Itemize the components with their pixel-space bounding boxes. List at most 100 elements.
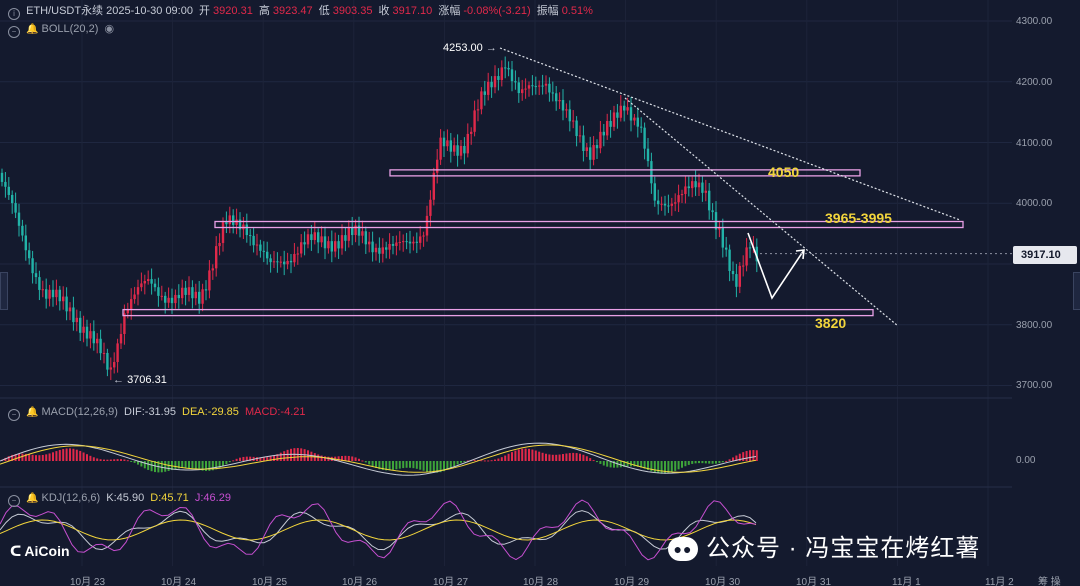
low-mark: ← 3706.31 — [113, 374, 167, 386]
candle-body — [347, 227, 350, 241]
macd-bar — [194, 461, 197, 470]
candle-body — [735, 274, 738, 287]
candle-body — [493, 76, 497, 88]
macd-bell-icon[interactable]: 🔔 — [26, 407, 39, 418]
macd-bar — [721, 461, 724, 463]
macd-bar — [582, 454, 585, 461]
candle-body — [136, 287, 140, 295]
macd-dea: DEA:-29.85 — [182, 406, 239, 418]
candle-body — [395, 242, 398, 246]
kdj-collapse-icon[interactable]: − — [8, 495, 20, 507]
candle-body — [293, 253, 296, 263]
annotation-4050: 4050 — [768, 164, 800, 180]
candle-body — [296, 253, 299, 255]
macd-bar — [487, 460, 490, 462]
high-value: 3923.47 — [272, 5, 313, 17]
left-scroll-handle[interactable] — [0, 272, 8, 310]
macd-bar — [55, 451, 58, 461]
macd-bar — [351, 456, 354, 461]
candle-body — [306, 234, 310, 245]
bell-icon[interactable]: 🔔 — [26, 24, 39, 35]
macd-bar — [745, 450, 748, 461]
candle-body — [184, 287, 187, 295]
candle-body — [272, 261, 276, 263]
candle-body — [436, 159, 439, 173]
candle-body — [317, 232, 320, 243]
macd-bar — [242, 456, 245, 461]
collapse-icon[interactable]: − — [8, 26, 20, 38]
right-scroll-handle[interactable] — [1073, 272, 1080, 310]
candle-body — [507, 67, 510, 70]
kdj-d-line — [0, 519, 757, 541]
eye-icon[interactable]: ◉ — [104, 23, 115, 35]
candle-body — [340, 235, 344, 249]
macd-bar — [266, 457, 269, 461]
x-tick-1027: 10月 27 — [433, 577, 469, 586]
candle-body — [130, 299, 133, 309]
x-tick-1102: 11月 2 — [985, 577, 1014, 586]
macd-bar — [619, 461, 622, 468]
y-tick-4100: 4100.00 — [1016, 138, 1053, 149]
candle-body — [334, 241, 337, 252]
macd-bar — [497, 458, 500, 461]
macd-bar — [208, 461, 211, 471]
macd-bar — [154, 461, 156, 473]
candle-body — [351, 227, 354, 236]
macd-bar — [215, 461, 218, 470]
macd-bar — [650, 461, 653, 472]
candle-body — [310, 234, 313, 241]
candle-body — [405, 241, 408, 243]
info-icon[interactable]: i — [8, 8, 20, 20]
macd-bar — [205, 461, 207, 471]
macd-bar — [344, 455, 347, 461]
candle-body — [711, 210, 714, 213]
macd-bar — [664, 461, 666, 474]
macd-collapse-icon[interactable]: − — [8, 409, 20, 421]
candle-body — [92, 331, 95, 344]
candle-body — [551, 92, 554, 94]
macd-bar — [551, 454, 554, 461]
candle-body — [657, 200, 660, 205]
macd-bar — [647, 461, 649, 470]
candle-body — [313, 232, 316, 241]
candle-body — [422, 235, 425, 237]
candle-body — [85, 326, 89, 339]
macd-bar — [273, 455, 275, 461]
macd-bar — [405, 461, 408, 468]
candle-body — [504, 67, 507, 69]
candle-body — [691, 181, 694, 189]
macd-bar — [449, 461, 452, 468]
candle-body — [170, 297, 174, 304]
candle-body — [157, 287, 160, 296]
macd-bar — [388, 461, 391, 471]
macd-bar — [28, 454, 31, 461]
candle-body — [626, 107, 629, 111]
candle-body — [599, 131, 602, 149]
candle-body — [89, 331, 92, 339]
candle-body — [51, 289, 55, 298]
candle-body — [629, 107, 633, 121]
kdj-d: D:45.71 — [150, 492, 189, 504]
candle-body — [453, 145, 456, 152]
macd-bar — [681, 461, 683, 468]
candle-body — [534, 86, 537, 88]
candle-body — [612, 112, 616, 127]
macd-bar — [198, 461, 201, 471]
macd-bar — [704, 461, 707, 464]
candle-body — [228, 215, 231, 225]
macd-bar — [211, 461, 214, 471]
candle-body — [147, 279, 150, 282]
macd-bar — [752, 450, 755, 461]
candle-body — [623, 105, 626, 111]
macd-bar — [528, 448, 530, 461]
kdj-bell-icon[interactable]: 🔔 — [26, 493, 39, 504]
macd-bar — [381, 461, 384, 471]
candle-body — [578, 135, 582, 137]
candle-body — [694, 181, 697, 188]
macd-bar — [341, 455, 343, 461]
candle-body — [619, 105, 622, 118]
macd-bar — [150, 461, 153, 472]
macd-bar — [711, 461, 714, 464]
candle-body — [470, 131, 473, 134]
